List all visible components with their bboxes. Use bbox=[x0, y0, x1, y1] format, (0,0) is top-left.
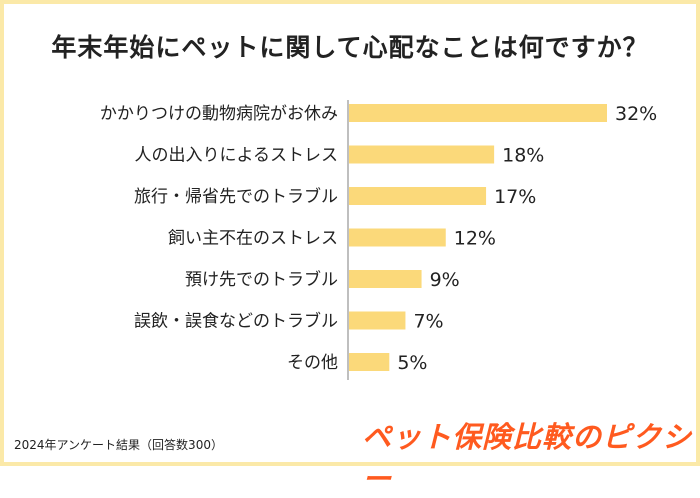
value-label: 9% bbox=[430, 269, 460, 291]
category-label: 人の出入りによるストレス bbox=[135, 146, 339, 166]
bar-chart: かかりつけの動物病院がお休み 32% 人の出入りによるストレス 18% 旅行・帰省先での… bbox=[100, 100, 657, 380]
value-label: 5% bbox=[397, 352, 427, 374]
bar bbox=[349, 145, 495, 164]
brand-logo-text: ペット保険比較のピクシー bbox=[362, 420, 693, 496]
bar bbox=[349, 104, 607, 122]
category-label: 飼い主不在のストレス bbox=[168, 229, 338, 249]
bar bbox=[349, 270, 422, 288]
category-label: 旅行・帰省先でのトラブル bbox=[134, 186, 338, 207]
bar bbox=[349, 228, 446, 247]
bar bbox=[349, 187, 487, 205]
category-label: 預け先でのトラブル bbox=[185, 269, 338, 290]
category-label: 誤飲・誤食などのトラブル bbox=[134, 311, 338, 332]
value-label: 12% bbox=[454, 228, 496, 250]
chart-title: 年末年始にペットに関して心配なことは何ですか？ bbox=[51, 33, 649, 62]
bar bbox=[349, 353, 390, 371]
survey-footnote: 2024年アンケート結果（回答数300） bbox=[14, 438, 223, 452]
value-label: 17% bbox=[494, 186, 536, 208]
category-label: かかりつけの動物病院がお休み bbox=[100, 104, 338, 124]
value-label: 32% bbox=[615, 103, 657, 125]
value-label: 18% bbox=[502, 145, 544, 167]
category-label: その他 bbox=[287, 353, 338, 373]
value-label: 7% bbox=[413, 311, 443, 333]
bar bbox=[349, 311, 406, 330]
